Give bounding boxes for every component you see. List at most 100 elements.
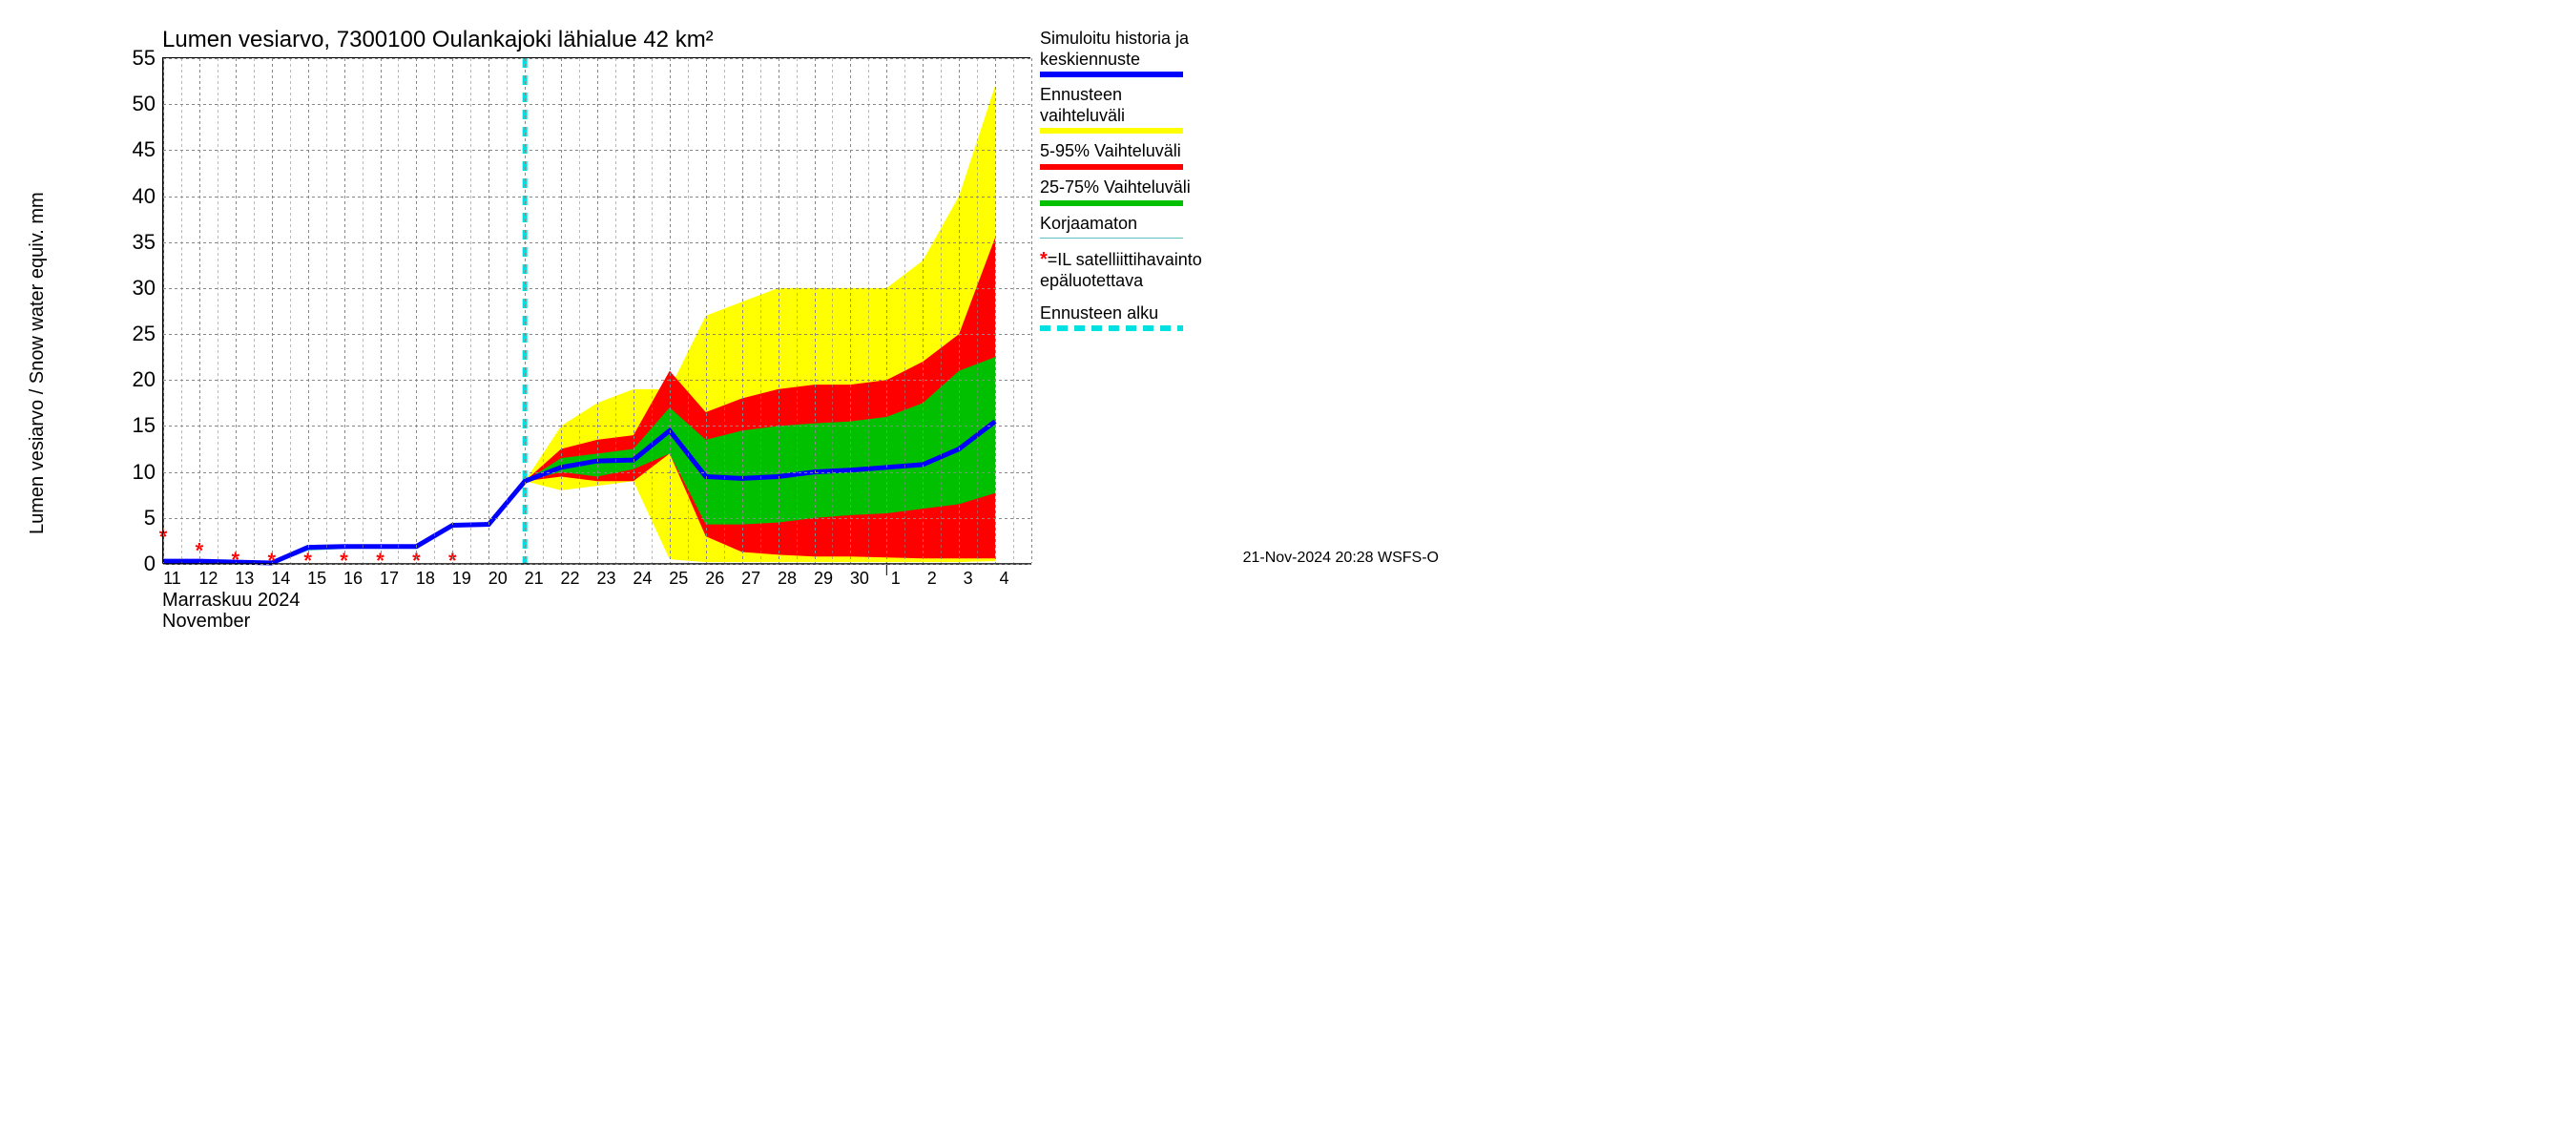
xtick-label: 19 (452, 569, 471, 589)
gridline-v (381, 58, 382, 563)
gridline-v (199, 58, 200, 563)
legend-swatch (1040, 128, 1183, 134)
gridline-v (597, 58, 598, 563)
gridline-v-minor (470, 58, 471, 563)
chart-title: Lumen vesiarvo, 7300100 Oulankajoki lähi… (162, 27, 714, 53)
gridline-v (561, 58, 562, 563)
gridline-v-minor (181, 58, 182, 563)
gridline-v-minor (832, 58, 833, 563)
gridline-v-minor (904, 58, 905, 563)
xtick-label: 2 (927, 569, 937, 589)
gridline-v-minor (579, 58, 580, 563)
gridline-v-minor (254, 58, 255, 563)
gridline-v (850, 58, 851, 563)
ytick-label: 10 (117, 460, 156, 485)
xtick-label: 15 (307, 569, 326, 589)
gridline-v-minor (290, 58, 291, 563)
xtick-label: 17 (380, 569, 399, 589)
gridline-v (815, 58, 816, 563)
gridline-v-minor (434, 58, 435, 563)
ytick-label: 0 (117, 552, 156, 576)
legend-item: 25-75% Vaihteluväli (1040, 177, 1202, 206)
legend-item: 5-95% Vaihteluväli (1040, 141, 1202, 170)
xtick-label: 21 (525, 569, 544, 589)
gridline-v (525, 58, 526, 563)
legend-item: Ennusteen vaihteluväli (1040, 85, 1202, 134)
gridline-v (344, 58, 345, 563)
xtick-label: 29 (814, 569, 833, 589)
y-axis-label: Lumen vesiarvo / Snow water equiv. mm (27, 192, 49, 534)
xtick-label: 13 (235, 569, 254, 589)
xtick-label: 1 (891, 569, 901, 589)
gridline-v (272, 58, 273, 563)
legend-label: =IL satelliittihavainto epäluotettava (1040, 250, 1202, 290)
legend-label: 25-75% Vaihteluväli (1040, 177, 1202, 198)
legend-swatch (1040, 200, 1183, 206)
xtick-label: 12 (198, 569, 218, 589)
plot-area: ********* 051015202530354045505511121314… (162, 57, 1030, 563)
xtick-label: 26 (705, 569, 724, 589)
xtick-label: 16 (343, 569, 363, 589)
xtick-label: 18 (416, 569, 435, 589)
gridline-v (452, 58, 453, 563)
footer-timestamp: 21-Nov-2024 20:28 WSFS-O (1243, 550, 1439, 567)
legend-label: Ennusteen alku (1040, 303, 1202, 324)
xtick-label: 14 (271, 569, 290, 589)
legend-item: *=IL satelliittihavainto epäluotettava (1040, 248, 1202, 302)
gridline-v (308, 58, 309, 563)
gridline-v-minor (507, 58, 508, 563)
xtick-label: 24 (633, 569, 652, 589)
ytick-label: 20 (117, 367, 156, 392)
legend-item: Simuloitu historia ja keskiennuste (1040, 29, 1202, 77)
xtick-label: 25 (669, 569, 688, 589)
xtick-label: 3 (964, 569, 973, 589)
legend-label: 5-95% Vaihteluväli (1040, 141, 1202, 162)
gridline-v-minor (977, 58, 978, 563)
gridline-v-minor (941, 58, 942, 563)
x-axis-month-fi: Marraskuu 2024 (162, 590, 301, 612)
gridline-v (163, 58, 164, 563)
ytick-label: 50 (117, 92, 156, 116)
gridline-v (886, 58, 887, 563)
gridline-v-minor (1013, 58, 1014, 563)
legend-item: Ennusteen alku (1040, 303, 1202, 332)
gridline-v (670, 58, 671, 563)
legend-swatch (1040, 164, 1183, 170)
gridline-v (995, 58, 996, 563)
gridline-v-minor (760, 58, 761, 563)
legend-swatch (1040, 238, 1183, 239)
gridline-v-minor (363, 58, 364, 563)
gridline-v (742, 58, 743, 563)
ytick-label: 55 (117, 46, 156, 71)
gridline-v-minor (543, 58, 544, 563)
legend-swatch-dashed (1040, 325, 1183, 331)
ytick-label: 45 (117, 137, 156, 162)
ytick-label: 15 (117, 413, 156, 438)
legend-label: Simuloitu historia ja keskiennuste (1040, 29, 1202, 70)
gridline-v (923, 58, 924, 563)
ytick-label: 5 (117, 506, 156, 531)
legend-label: Ennusteen vaihteluväli (1040, 85, 1202, 126)
legend-label: Korjaamaton (1040, 214, 1202, 235)
xtick-label: 11 (163, 569, 181, 589)
xtick-label: 28 (778, 569, 797, 589)
ytick-label: 30 (117, 276, 156, 301)
gridline-v-minor (868, 58, 869, 563)
ytick-label: 40 (117, 184, 156, 209)
gridline-v-minor (326, 58, 327, 563)
asterisk-icon: * (1040, 249, 1048, 270)
chart-figure: Lumen vesiarvo, 7300100 Oulankajoki lähi… (0, 0, 1448, 572)
legend-swatch (1040, 72, 1183, 77)
xtick-label: 4 (1000, 569, 1009, 589)
gridline-v-minor (797, 58, 798, 563)
gridline-v (1031, 58, 1032, 563)
gridline-v (416, 58, 417, 563)
gridline-v (959, 58, 960, 563)
gridline-v-minor (615, 58, 616, 563)
legend: Simuloitu historia ja keskiennuste Ennust… (1040, 29, 1202, 339)
xtick-label: 23 (596, 569, 615, 589)
gridline-v (488, 58, 489, 563)
gridline-v-minor (724, 58, 725, 563)
gridline-h (163, 564, 1030, 565)
gridline-v (706, 58, 707, 563)
